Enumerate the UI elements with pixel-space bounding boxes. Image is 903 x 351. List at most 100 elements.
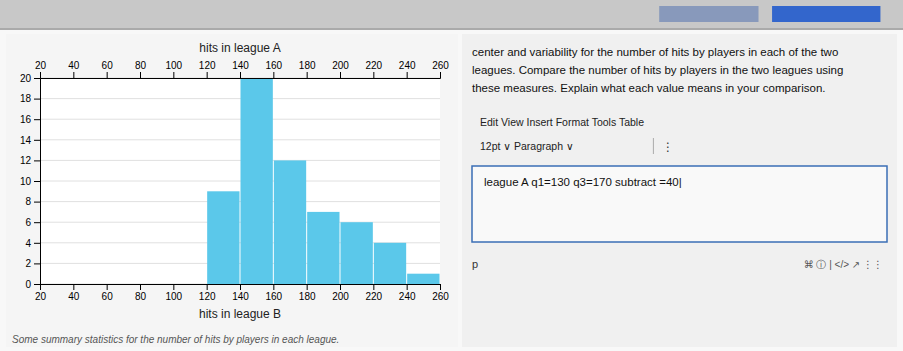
- question-text: leagues. Compare the number of hits by p…: [472, 64, 843, 76]
- tick-mark: [340, 284, 341, 290]
- tick-label: 80: [135, 60, 147, 71]
- tick: 12: [20, 155, 40, 166]
- grid-line: [40, 201, 440, 202]
- tick: 80: [135, 284, 147, 302]
- tick: 60: [102, 284, 114, 302]
- axis: 20406080100120140160180200220240260: [35, 60, 449, 79]
- tick-label: 12: [20, 155, 32, 166]
- grid-line: [40, 160, 440, 161]
- tick: 100: [165, 60, 182, 78]
- grid-line: [40, 181, 440, 182]
- tick-mark: [240, 72, 241, 78]
- tick-label: 14: [20, 135, 32, 146]
- tick-label: 8: [25, 196, 31, 207]
- tick: 140: [232, 284, 249, 302]
- tick-mark: [107, 72, 108, 78]
- tick-mark: [140, 284, 141, 290]
- tick-label: 120: [199, 60, 216, 71]
- tick-mark: [407, 284, 408, 290]
- tick-label: 180: [299, 291, 316, 302]
- separator: [0, 28, 903, 30]
- tick: 260: [432, 60, 449, 78]
- tick-label: 16: [20, 114, 32, 125]
- tick-label: 100: [165, 60, 182, 71]
- tick-label: 140: [232, 291, 249, 302]
- bar: [41, 284, 73, 285]
- tick: 180: [299, 284, 316, 302]
- grid-line: [40, 98, 440, 99]
- tick: 40: [68, 284, 80, 302]
- tick-label: 140: [232, 60, 249, 71]
- tick-label: 220: [365, 291, 382, 302]
- plot-background: [40, 78, 440, 284]
- tick: 120: [199, 284, 216, 302]
- button: [772, 6, 880, 22]
- text-box: [472, 166, 887, 242]
- tick-mark: [73, 284, 74, 290]
- tick-label: 6: [25, 217, 31, 228]
- page-background: [0, 0, 903, 351]
- tick-mark: [107, 284, 108, 290]
- tick: 16: [20, 114, 40, 125]
- tick-mark: [34, 119, 40, 120]
- tick-mark: [34, 181, 40, 182]
- axis-line: [41, 72, 441, 79]
- text-box-content: league A q1=130 q3=170 subtract =40|: [484, 176, 682, 188]
- tick-label: 0: [25, 279, 31, 290]
- tick-label: 260: [432, 291, 449, 302]
- tick-label: 160: [265, 60, 282, 71]
- tick: 200: [332, 284, 349, 302]
- tick: 14: [20, 135, 40, 146]
- tick-mark: [140, 72, 141, 78]
- tick-mark: [240, 284, 241, 290]
- tick: 220: [365, 284, 382, 302]
- tick: 6: [25, 217, 40, 228]
- right-panel: [462, 34, 897, 347]
- tick-mark: [40, 72, 41, 78]
- tick-label: 40: [68, 291, 80, 302]
- tick-label: 60: [102, 60, 114, 71]
- tick-mark: [34, 284, 40, 285]
- question-text: center and variability for the number of…: [472, 46, 838, 58]
- tick-mark: [173, 72, 174, 78]
- tick: 200: [332, 60, 349, 78]
- tick-mark: [440, 72, 441, 78]
- left-panel: [6, 34, 458, 347]
- bar: [174, 284, 206, 285]
- tick-mark: [173, 284, 174, 290]
- tick-label: 20: [20, 73, 32, 84]
- grid: [40, 78, 440, 284]
- tick-label: 4: [25, 238, 31, 249]
- tick-label: 160: [265, 291, 282, 302]
- axis: 20406080100120140160180200220240260: [35, 284, 449, 302]
- bar: [407, 274, 439, 284]
- tick-mark: [34, 222, 40, 223]
- tick-label: 20: [35, 291, 47, 302]
- tick: 0: [25, 279, 40, 290]
- bar: [141, 284, 173, 285]
- tick-label: 180: [299, 60, 316, 71]
- tick-label: 200: [332, 291, 349, 302]
- toolbar: 12pt ∨ Paragraph ∨: [480, 140, 574, 152]
- tick: 160: [265, 60, 282, 78]
- tick: 100: [165, 284, 182, 302]
- axis-line: [41, 285, 441, 291]
- tick-label: 260: [432, 60, 449, 71]
- tick-label: 200: [332, 60, 349, 71]
- tick: 20: [35, 284, 47, 302]
- tick-mark: [307, 284, 308, 290]
- tick-label: 220: [365, 60, 382, 71]
- tick-mark: [373, 284, 374, 290]
- tick-mark: [207, 72, 208, 78]
- tick-mark: [307, 72, 308, 78]
- grid-line: [40, 119, 440, 120]
- bar: [241, 78, 273, 284]
- top-strip: [0, 0, 903, 28]
- grid-line: [40, 139, 440, 140]
- tick: 20: [20, 73, 40, 84]
- tick-mark: [34, 202, 40, 203]
- tick: 20: [35, 60, 47, 78]
- tick-mark: [207, 284, 208, 290]
- tick-mark: [34, 78, 40, 79]
- x2-axis-title: hits in league A: [199, 41, 280, 55]
